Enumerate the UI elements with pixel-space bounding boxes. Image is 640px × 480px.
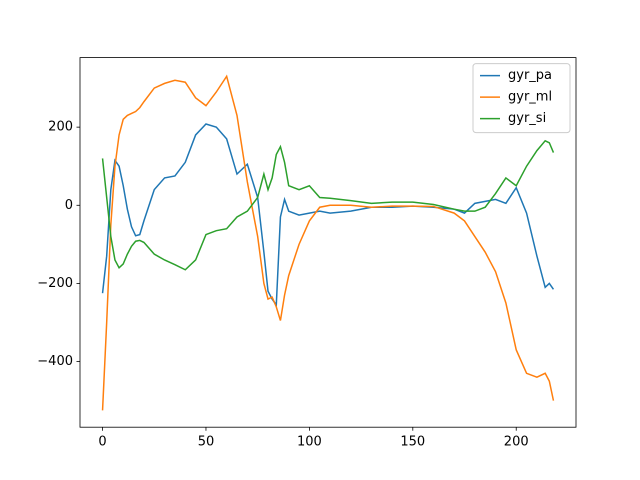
series-line	[101, 123, 555, 308]
legend-label: gyr_ml	[508, 90, 552, 105]
y-tick-label: −400	[37, 354, 73, 369]
x-tick-label: 150	[400, 435, 425, 450]
x-tick-label: 200	[504, 435, 529, 450]
y-tick-label: −200	[37, 276, 73, 291]
legend-label: gyr_si	[508, 111, 546, 126]
x-tick-label: 100	[297, 435, 322, 450]
x-tick-label: 50	[198, 435, 215, 450]
series-line	[101, 139, 555, 271]
legend-label: gyr_pa	[508, 68, 552, 83]
series-line	[101, 74, 555, 411]
x-tick-label: 0	[98, 435, 106, 450]
legend-box	[472, 63, 571, 134]
axes-frame	[79, 57, 577, 428]
y-tick-label: 0	[65, 198, 73, 213]
y-tick-label: 200	[48, 120, 73, 135]
